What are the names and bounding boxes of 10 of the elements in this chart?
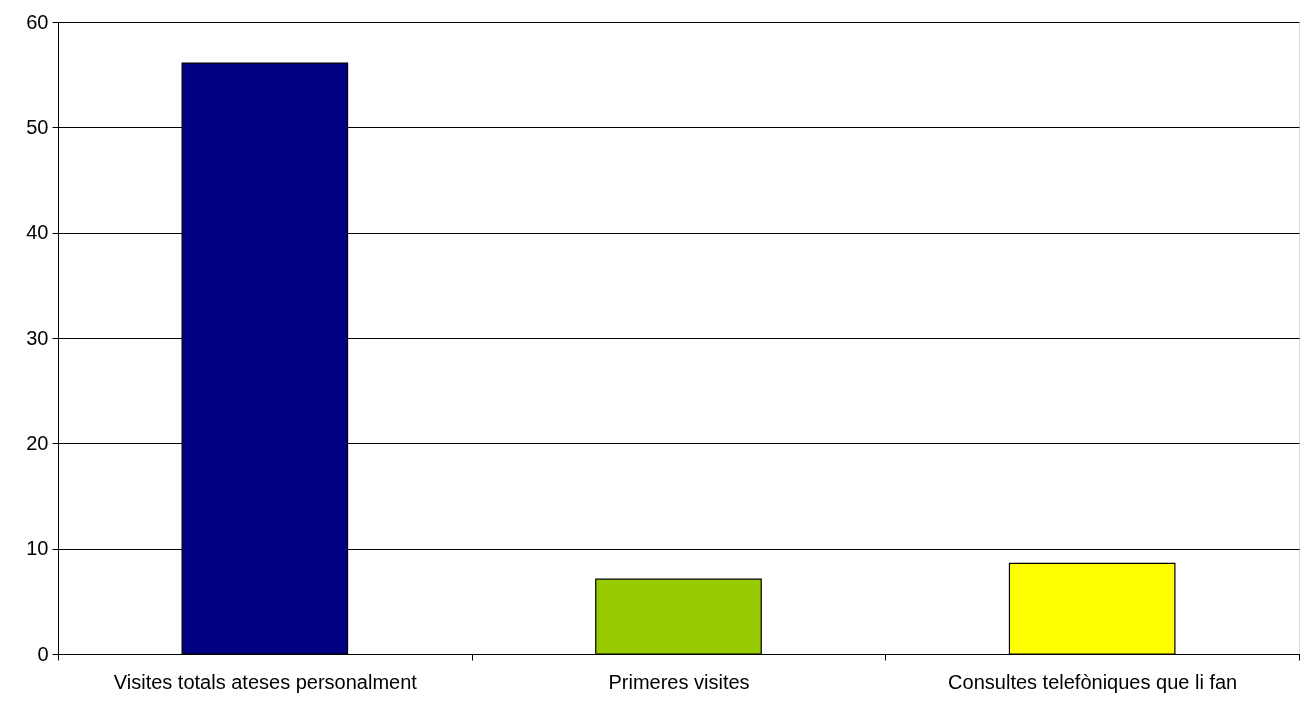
x-tick-label: Visites totals ateses personalment <box>113 670 418 693</box>
y-tick-label: 10 <box>26 537 49 560</box>
y-tick-label: 30 <box>26 326 49 349</box>
x-tick-label: Primeres visites <box>608 670 750 693</box>
y-tick-label: 20 <box>26 431 49 454</box>
y-tick-label: 0 <box>37 642 49 665</box>
y-tick-label: 50 <box>26 115 49 138</box>
y-tick-label: 60 <box>26 10 49 33</box>
y-tick-label: 40 <box>26 221 49 244</box>
x-tick-label: Consultes telefòniques que li fan <box>948 670 1238 693</box>
